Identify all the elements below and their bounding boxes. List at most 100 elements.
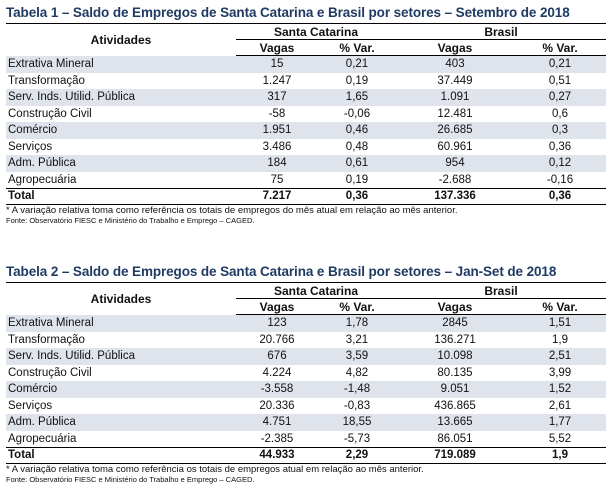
activity-cell: Agropecuária xyxy=(8,432,77,445)
br-vagas-cell: 403 xyxy=(396,55,514,73)
sc-var-cell: 0,48 xyxy=(345,140,369,153)
sc-var-cell: -0,83 xyxy=(343,399,371,412)
column-header-activity: Atividades xyxy=(90,32,152,47)
activity-cell: Extrativa Mineral xyxy=(6,55,236,73)
br-var-cell: 1,9 xyxy=(552,333,568,346)
sc-vagas-cell: 4.751 xyxy=(236,414,318,431)
activity-cell: Serv. Inds. Utilid. Pública xyxy=(6,89,236,106)
br-vagas-cell: -2.688 xyxy=(438,173,472,186)
activity-cell: Construção Civil xyxy=(8,107,92,120)
footnote: * A variação relativa toma como referênc… xyxy=(6,205,458,216)
column-header-sc-vagas: Vagas xyxy=(236,298,318,315)
table-row: Extrativa Mineral 15 0,21 403 0,21 xyxy=(6,55,607,73)
sc-var-cell: -5,73 xyxy=(343,432,371,445)
total-row: Total 7.217 0,36 137.336 0,36 xyxy=(6,188,607,205)
activity-cell: Adm. Pública xyxy=(6,155,236,172)
activity-cell: Comércio xyxy=(6,122,236,139)
br-var-total: 0,36 xyxy=(514,188,607,205)
table-row: Extrativa Mineral 123 1,78 2845 1,51 xyxy=(6,314,607,332)
table-2-block: Tabela 2 – Saldo de Empregos de Santa Ca… xyxy=(6,262,607,485)
table-row: Construção Civil 4.224 4,82 80.135 3,99 xyxy=(6,365,606,382)
br-vagas-cell: 26.685 xyxy=(396,122,514,139)
br-var-cell: 2,51 xyxy=(514,348,607,365)
br-vagas-cell: 954 xyxy=(396,155,514,172)
br-vagas-total: 719.089 xyxy=(396,447,514,464)
sc-vagas-cell: 75 xyxy=(270,173,284,186)
sc-vagas-total: 7.217 xyxy=(236,188,318,205)
sc-vagas-cell: 20.766 xyxy=(259,333,295,346)
table-row: Serviços 3.486 0,48 60.961 0,36 xyxy=(6,139,606,156)
sc-vagas-cell: 1.247 xyxy=(262,74,292,87)
table-row: Serviços 20.336 -0,83 436.865 2,61 xyxy=(6,398,606,415)
br-vagas-cell: 86.051 xyxy=(437,432,473,445)
sc-vagas-cell: 3.486 xyxy=(262,140,292,153)
sc-var-cell: -0,06 xyxy=(343,107,371,120)
total-row: Total 44.933 2,29 719.089 1,9 xyxy=(6,447,607,464)
sc-var-cell: 18,55 xyxy=(318,414,396,431)
sc-var-cell: -1,48 xyxy=(318,381,396,398)
sc-var-cell: 4,82 xyxy=(345,366,369,379)
column-header-br-var: % Var. xyxy=(514,298,607,315)
employment-table: Atividades Santa Catarina Brasil Vagas %… xyxy=(6,23,607,205)
group-header-brasil: Brasil xyxy=(396,282,607,299)
br-vagas-total: 137.336 xyxy=(396,188,514,205)
activity-cell: Extrativa Mineral xyxy=(6,314,236,332)
sc-var-total: 0,36 xyxy=(318,188,396,205)
sc-var-cell: 1,65 xyxy=(318,89,396,106)
footnote: * A variação relativa toma como referênc… xyxy=(6,464,424,475)
table-row: Transformação 20.766 3,21 136.271 1,9 xyxy=(6,332,606,349)
sc-vagas-cell: -58 xyxy=(268,107,286,120)
source-note: Fonte: Observatório FIESC e Ministério d… xyxy=(6,475,255,484)
br-var-cell: 1,77 xyxy=(514,414,607,431)
br-var-cell: 0,21 xyxy=(514,55,607,73)
group-header-brasil: Brasil xyxy=(396,23,607,40)
table-row: Serv. Inds. Utilid. Pública 676 3,59 10.098… xyxy=(6,348,607,365)
column-header-sc-var: % Var. xyxy=(318,298,396,315)
table-row: Agropecuária -2.385 -5,73 86.051 5,52 xyxy=(6,431,606,448)
table-row: Comércio -3.558 -1,48 9.051 1,52 xyxy=(6,381,607,398)
activity-cell: Agropecuária xyxy=(8,173,77,186)
br-var-cell: 0,3 xyxy=(514,122,607,139)
br-vagas-cell: 12.481 xyxy=(437,107,473,120)
table-row: Comércio 1.951 0,46 26.685 0,3 xyxy=(6,122,607,139)
br-vagas-cell: 60.961 xyxy=(437,140,473,153)
activity-cell: Construção Civil xyxy=(8,366,92,379)
br-vagas-cell: 80.135 xyxy=(437,366,473,379)
br-vagas-cell: 1.091 xyxy=(396,89,514,106)
br-var-cell: 5,52 xyxy=(548,432,572,445)
group-header-santa-catarina: Santa Catarina xyxy=(236,282,396,299)
sc-var-cell: 0,19 xyxy=(345,173,369,186)
br-var-cell: 0,51 xyxy=(548,74,572,87)
table-row: Construção Civil -58 -0,06 12.481 0,6 xyxy=(6,106,606,123)
table-row: Serv. Inds. Utilid. Pública 317 1,65 1.091 0… xyxy=(6,89,607,106)
column-header-br-vagas: Vagas xyxy=(396,39,514,56)
sc-vagas-cell: 123 xyxy=(236,314,318,332)
table-1-block: Tabela 1 – Saldo de Empregos de Santa Ca… xyxy=(6,3,607,226)
br-vagas-cell: 10.098 xyxy=(396,348,514,365)
sc-var-cell: 0,21 xyxy=(318,55,396,73)
br-var-cell: 0,12 xyxy=(514,155,607,172)
table-row: Adm. Pública 184 0,61 954 0,12 xyxy=(6,155,607,172)
br-var-cell: 1,52 xyxy=(514,381,607,398)
table-row: Agropecuária 75 0,19 -2.688 -0,16 xyxy=(6,172,606,189)
sc-var-total: 2,29 xyxy=(318,447,396,464)
sc-vagas-cell: 676 xyxy=(236,348,318,365)
br-var-cell: 1,51 xyxy=(514,314,607,332)
br-var-total: 1,9 xyxy=(514,447,607,464)
column-header-br-var: % Var. xyxy=(514,39,607,56)
sc-vagas-cell: 4.224 xyxy=(262,366,292,379)
br-vagas-cell: 13.665 xyxy=(396,414,514,431)
sc-vagas-cell: 184 xyxy=(236,155,318,172)
sc-vagas-cell: 15 xyxy=(236,55,318,73)
br-vagas-cell: 436.865 xyxy=(434,399,476,412)
table-title: Tabela 2 – Saldo de Empregos de Santa Ca… xyxy=(6,264,557,279)
br-vagas-cell: 9.051 xyxy=(396,381,514,398)
br-vagas-cell: 136.271 xyxy=(434,333,476,346)
sc-vagas-cell: -2.385 xyxy=(260,432,294,445)
sc-var-cell: 3,21 xyxy=(345,333,369,346)
sc-vagas-cell: 1.951 xyxy=(236,122,318,139)
group-header-santa-catarina: Santa Catarina xyxy=(236,23,396,40)
sc-var-cell: 3,59 xyxy=(318,348,396,365)
table-title: Tabela 1 – Saldo de Empregos de Santa Ca… xyxy=(6,5,570,20)
sc-vagas-cell: -3.558 xyxy=(236,381,318,398)
